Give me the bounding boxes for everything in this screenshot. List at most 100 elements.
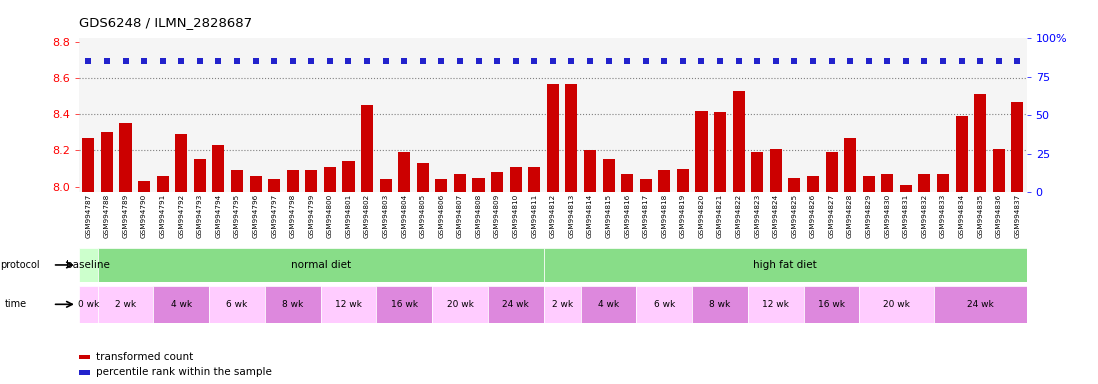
Point — [749, 58, 766, 65]
Point — [730, 58, 748, 65]
Bar — [621, 174, 634, 192]
Text: 16 wk: 16 wk — [391, 300, 417, 309]
Bar — [788, 177, 800, 192]
Bar — [265, 286, 321, 323]
Point — [562, 58, 580, 65]
Bar — [79, 248, 98, 282]
Point — [822, 58, 840, 65]
Bar — [637, 286, 692, 323]
Text: 4 wk: 4 wk — [170, 300, 192, 309]
Bar — [287, 170, 299, 192]
Point — [860, 58, 877, 65]
Text: 24 wk: 24 wk — [967, 300, 994, 309]
Bar — [1011, 102, 1023, 192]
Point — [489, 58, 506, 65]
Text: 16 wk: 16 wk — [818, 300, 845, 309]
Point — [98, 58, 115, 65]
Point — [712, 58, 729, 65]
Point — [972, 58, 989, 65]
Bar — [343, 161, 355, 192]
Bar — [974, 94, 986, 192]
Bar — [900, 185, 912, 192]
Bar — [380, 179, 392, 192]
Point — [135, 58, 153, 65]
Bar — [565, 84, 578, 192]
Bar — [176, 134, 188, 192]
Bar — [98, 248, 544, 282]
Text: 6 wk: 6 wk — [653, 300, 675, 309]
Point — [433, 58, 450, 65]
Text: 8 wk: 8 wk — [282, 300, 303, 309]
Bar — [918, 174, 930, 192]
Bar — [863, 176, 875, 192]
Text: 8 wk: 8 wk — [709, 300, 730, 309]
Point — [953, 58, 971, 65]
Point — [934, 58, 952, 65]
Text: baseline: baseline — [66, 260, 110, 270]
Bar — [807, 176, 819, 192]
Point — [507, 58, 525, 65]
Bar — [659, 170, 671, 192]
Point — [266, 58, 283, 65]
Point — [1009, 58, 1027, 65]
Bar — [528, 167, 540, 192]
Point — [210, 58, 227, 65]
Bar — [955, 116, 967, 192]
Bar — [581, 286, 637, 323]
Point — [303, 58, 321, 65]
Text: 0 wk: 0 wk — [78, 300, 99, 309]
Bar — [399, 152, 411, 192]
Bar — [547, 84, 559, 192]
Bar — [231, 170, 243, 192]
Point — [768, 58, 785, 65]
Point — [191, 58, 209, 65]
Point — [358, 58, 376, 65]
Text: protocol: protocol — [0, 260, 40, 270]
Bar — [321, 286, 377, 323]
Point — [321, 58, 338, 65]
Point — [116, 58, 134, 65]
Text: GDS6248 / ILMN_2828687: GDS6248 / ILMN_2828687 — [79, 16, 253, 29]
Bar — [844, 138, 856, 192]
Bar — [509, 167, 522, 192]
Bar — [488, 286, 544, 323]
Point — [247, 58, 265, 65]
Point — [154, 58, 171, 65]
Point — [618, 58, 636, 65]
Bar — [417, 163, 429, 192]
Bar — [268, 179, 280, 192]
Point — [470, 58, 488, 65]
Text: transformed count: transformed count — [97, 352, 193, 362]
Point — [693, 58, 710, 65]
Point — [804, 58, 821, 65]
Bar — [453, 174, 466, 192]
Bar — [692, 286, 748, 323]
Bar — [770, 149, 782, 192]
Point — [674, 58, 692, 65]
Point — [526, 58, 544, 65]
Bar — [993, 149, 1005, 192]
Bar — [603, 159, 615, 192]
Text: 12 wk: 12 wk — [762, 300, 789, 309]
Bar — [101, 132, 113, 192]
Text: 4 wk: 4 wk — [598, 300, 619, 309]
Text: 2 wk: 2 wk — [551, 300, 573, 309]
Bar — [714, 113, 726, 192]
Point — [284, 58, 302, 65]
Bar — [98, 286, 154, 323]
Bar — [751, 152, 763, 192]
Text: 24 wk: 24 wk — [502, 300, 529, 309]
Bar — [584, 151, 596, 192]
Bar — [157, 176, 169, 192]
Bar — [544, 286, 581, 323]
Point — [878, 58, 896, 65]
Bar — [361, 105, 373, 192]
Point — [414, 58, 432, 65]
Point — [451, 58, 469, 65]
Point — [785, 58, 803, 65]
Point — [990, 58, 1008, 65]
Bar — [544, 248, 1027, 282]
Bar — [209, 286, 265, 323]
Text: high fat diet: high fat diet — [753, 260, 817, 270]
Point — [172, 58, 190, 65]
